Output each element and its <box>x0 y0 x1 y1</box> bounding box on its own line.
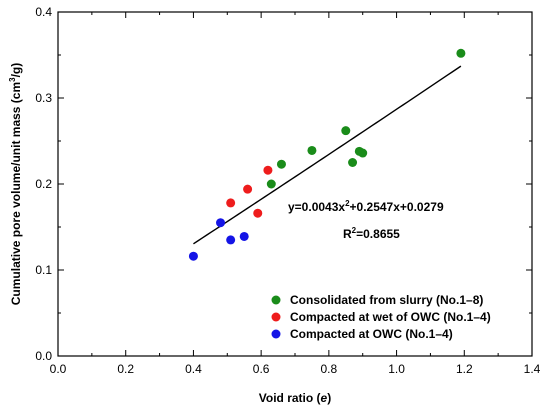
data-point-series-2 <box>263 165 273 175</box>
data-point-series-1 <box>456 48 466 58</box>
data-point-series-1 <box>307 145 317 155</box>
data-point-series-1 <box>266 179 276 189</box>
legend-entry-label: Compacted at OWC (No.1–4) <box>290 327 453 341</box>
x-tick-label: 0.0 <box>50 362 67 376</box>
legend-marker <box>271 295 281 305</box>
y-tick-label: 0.3 <box>35 91 52 105</box>
legend-entry-label: Compacted at wet of OWC (No.1–4) <box>290 310 491 324</box>
x-axis: 0.0 0.2 0.4 0.6 0.8 1.0 1.2 1.4 <box>50 12 541 376</box>
legend-marker <box>271 329 281 339</box>
y-axis: 0.0 0.1 0.2 0.3 0.4 <box>35 5 532 363</box>
data-point-series-3 <box>188 251 198 261</box>
x-tick-label: 1.4 <box>524 362 541 376</box>
legend: Consolidated from slurry (No.1–8) Compact… <box>271 293 491 341</box>
data-point-series-2 <box>253 208 263 218</box>
x-tick-label: 1.2 <box>456 362 473 376</box>
y-tick-label: 0.4 <box>35 5 52 19</box>
x-axis-label: Void ratio (e) <box>259 391 331 405</box>
y-tick-label: 0.0 <box>35 349 52 363</box>
data-point-series-3 <box>216 218 226 228</box>
data-point-series-1 <box>341 126 351 136</box>
x-tick-label: 0.2 <box>117 362 134 376</box>
data-point-series-1 <box>348 158 358 167</box>
data-points <box>188 48 466 261</box>
fit-r-squared: R2=0.8655 <box>343 226 400 241</box>
data-point-series-3 <box>239 231 249 241</box>
legend-entry-label: Consolidated from slurry (No.1–8) <box>290 293 483 307</box>
x-tick-label: 0.6 <box>253 362 270 376</box>
data-point-series-1 <box>358 148 368 158</box>
y-axis-label: Cumulative pore volume/unit mass (cm3/g) <box>8 63 23 306</box>
x-tick-label: 0.8 <box>321 362 338 376</box>
x-tick-label: 0.4 <box>185 362 202 376</box>
data-point-series-2 <box>243 184 253 194</box>
legend-marker <box>271 312 281 322</box>
y-tick-label: 0.1 <box>35 263 52 277</box>
data-point-series-1 <box>276 159 286 169</box>
y-tick-label: 0.2 <box>35 177 52 191</box>
fit-equation: y=0.0043x2+0.2547x+0.0279 <box>288 199 444 214</box>
data-point-series-3 <box>226 235 236 245</box>
x-tick-label: 1.0 <box>388 362 405 376</box>
fit-curve <box>193 65 462 245</box>
data-point-series-2 <box>226 198 236 208</box>
